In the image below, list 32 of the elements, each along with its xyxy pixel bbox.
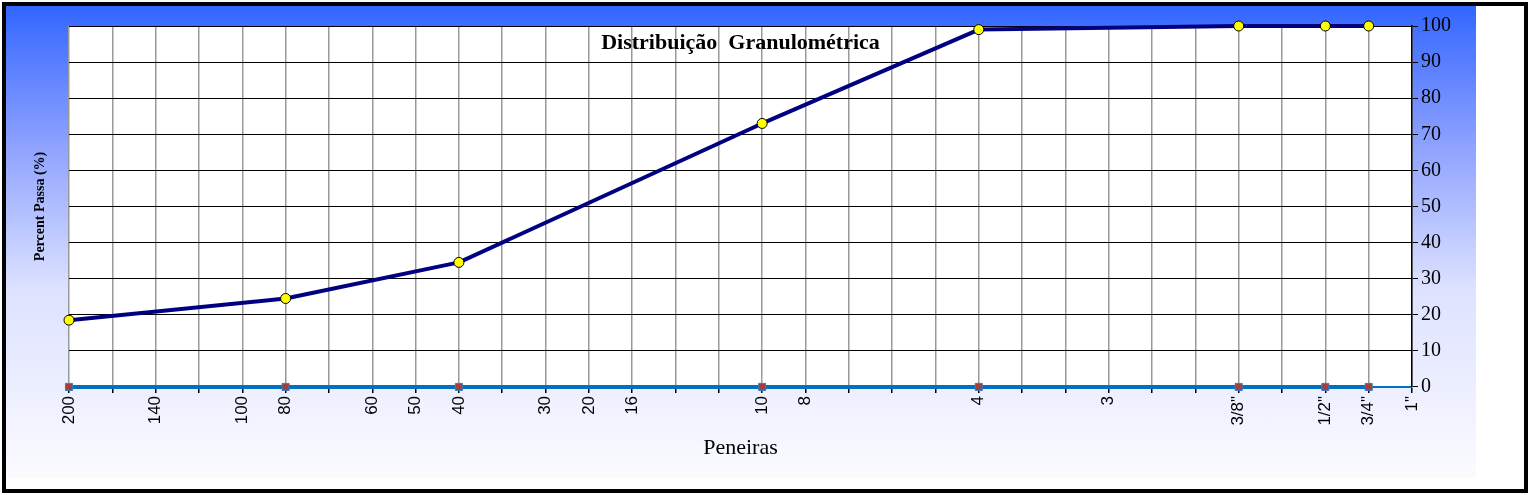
x-tick-label: 10 xyxy=(751,395,771,415)
x-tick-label: 140 xyxy=(145,395,165,425)
y-tick-label: 90 xyxy=(1421,49,1441,72)
y-tick-label: 20 xyxy=(1421,302,1441,324)
x-tick-label: 8 xyxy=(795,395,815,406)
x-tick-label: 20 xyxy=(578,395,598,415)
y-tick-label: 40 xyxy=(1421,229,1441,252)
y-tick-label: 100 xyxy=(1421,13,1451,36)
y-tick-label: 0 xyxy=(1421,374,1431,397)
x-tick-label: 3/4" xyxy=(1358,395,1378,426)
x-tick-label: 60 xyxy=(361,395,381,415)
x-tick-label: 3 xyxy=(1098,395,1118,406)
y-tick-label: 60 xyxy=(1421,157,1441,180)
x-tick-label: 40 xyxy=(448,395,468,415)
x-tick-label: 50 xyxy=(405,395,425,415)
x-tick-label: 3/8" xyxy=(1228,395,1248,426)
x-tick-label: 1" xyxy=(1401,395,1421,412)
x-tick-label: 200 xyxy=(58,395,78,425)
y-tick-label: 30 xyxy=(1421,265,1441,288)
x-tick-label: 100 xyxy=(231,395,251,425)
y-tick-label: 10 xyxy=(1421,338,1441,361)
x-tick-label: 1/2" xyxy=(1315,395,1335,426)
y-tick-label: 50 xyxy=(1421,193,1441,216)
x-tick-label: 30 xyxy=(535,395,555,415)
chart-title: Distribuição Granulométrica xyxy=(601,28,880,54)
x-tick-label: 80 xyxy=(275,395,295,415)
x-tick-label: 16 xyxy=(621,395,641,415)
y-tick-label: 80 xyxy=(1421,85,1441,108)
x-tick-label: 4 xyxy=(968,395,988,406)
x-axis-title: Peneiras xyxy=(703,433,778,459)
y-axis-title: Percent Passa (%) xyxy=(31,151,48,262)
y-tick-label: 70 xyxy=(1421,121,1441,144)
